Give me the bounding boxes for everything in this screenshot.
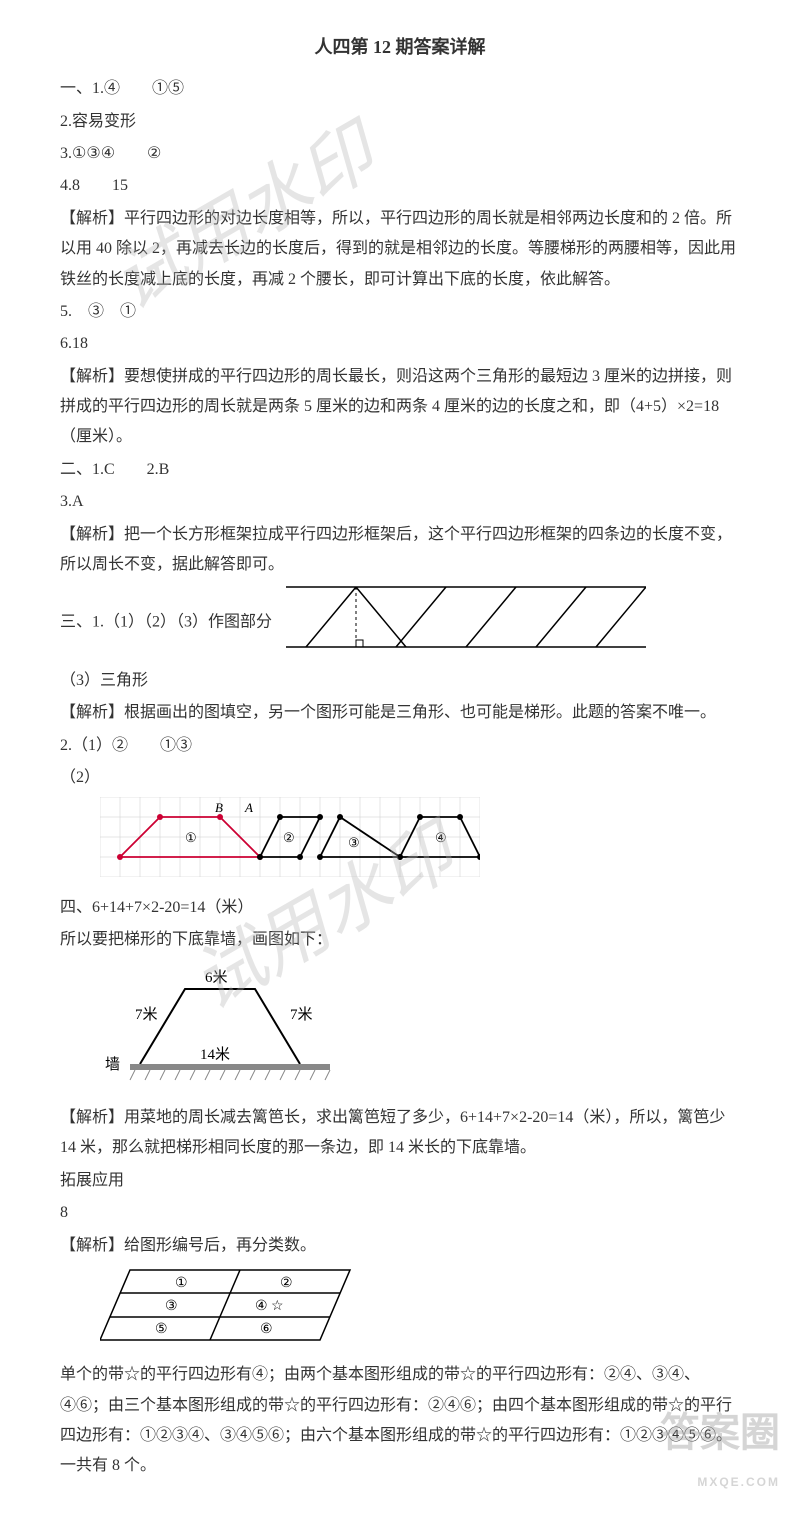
svg-text:6米: 6米 — [205, 969, 228, 986]
svg-text:④: ④ — [435, 830, 447, 845]
svg-text:②: ② — [283, 830, 295, 845]
line-7: 6.18 — [60, 329, 740, 359]
svg-text:14米: 14米 — [200, 1046, 230, 1063]
fig2-label-1: ① — [185, 830, 197, 845]
line-2: 2.容易变形 — [60, 107, 740, 137]
line-19: 【解析】用菜地的周长减去篱笆长，求出篱笆短了多少，6+14+7×2-20=14（… — [60, 1103, 740, 1164]
line-12-text: 三、1.（1）（2）（3）作图部分 — [60, 614, 272, 631]
figure-4-parallelogram-grid: ① ② ③ ④ ☆ ⑤ ⑥ — [100, 1265, 740, 1356]
logo-small: MXQE.COM — [660, 1471, 780, 1494]
line-22: 【解析】给图形编号后，再分类数。 — [60, 1231, 740, 1261]
line-14: 【解析】根据画出的图填空，另一个图形可能是三角形、也可能是梯形。此题的答案不唯一… — [60, 698, 740, 728]
line-15: 2.（1）② ①③ — [60, 731, 740, 761]
svg-text:②: ② — [280, 1276, 293, 1291]
line-10: 3.A — [60, 487, 740, 517]
line-23: 单个的带☆的平行四边形有④；由两个基本图形组成的带☆的平行四边形有：②④、③④、… — [60, 1360, 740, 1482]
svg-text:墙: 墙 — [105, 1056, 120, 1073]
figure-1-parallelograms — [286, 582, 646, 663]
svg-text:7米: 7米 — [290, 1006, 313, 1023]
svg-text:⑤: ⑤ — [155, 1322, 168, 1337]
line-4: 4.8 15 — [60, 171, 740, 201]
line-6: 5. ③ ① — [60, 297, 740, 327]
svg-text:③: ③ — [348, 835, 360, 850]
line-1: 一、1.④ ①⑤ — [60, 74, 740, 104]
line-8: 【解析】要想使拼成的平行四边形的周长最长，则沿这两个三角形的最短边 3 厘米的边… — [60, 362, 740, 453]
svg-text:7米: 7米 — [135, 1006, 158, 1023]
site-logo: 答案圈 MXQE.COM — [660, 1395, 780, 1494]
line-16-text: （2） — [60, 769, 100, 786]
svg-text:④ ☆: ④ ☆ — [255, 1299, 284, 1314]
line-16: （2） — [60, 763, 740, 793]
logo-big: 答案圈 — [660, 1411, 780, 1455]
line-11: 【解析】把一个长方形框架拉成平行四边形框架后，这个平行四边形框架的四条边的长度不… — [60, 520, 740, 581]
figure-3-trapezoid-wall: 6米 7米 7米 14米 墙 — [100, 964, 740, 1095]
line-3: 3.①③④ ② — [60, 139, 740, 169]
line-18: 所以要把梯形的下底靠墙，画图如下： — [60, 925, 740, 955]
line-20: 拓展应用 — [60, 1166, 740, 1196]
figure-2-grid-shapes: ① B A ② ③ ④ — [100, 797, 740, 888]
line-21: 8 — [60, 1198, 740, 1228]
line-5: 【解析】平行四边形的对边长度相等，所以，平行四边形的周长就是相邻两边长度和的 2… — [60, 204, 740, 295]
svg-text:A: A — [244, 800, 253, 815]
svg-text:⑥: ⑥ — [260, 1322, 273, 1337]
svg-text:③: ③ — [165, 1299, 178, 1314]
svg-text:B: B — [215, 800, 223, 815]
svg-text:①: ① — [175, 1276, 188, 1291]
line-9: 二、1.C 2.B — [60, 455, 740, 485]
page-title: 人四第 12 期答案详解 — [60, 30, 740, 64]
line-17: 四、6+14+7×2-20=14（米） — [60, 893, 740, 923]
line-12: 三、1.（1）（2）（3）作图部分 — [60, 582, 740, 663]
line-13: （3）三角形 — [60, 666, 740, 696]
